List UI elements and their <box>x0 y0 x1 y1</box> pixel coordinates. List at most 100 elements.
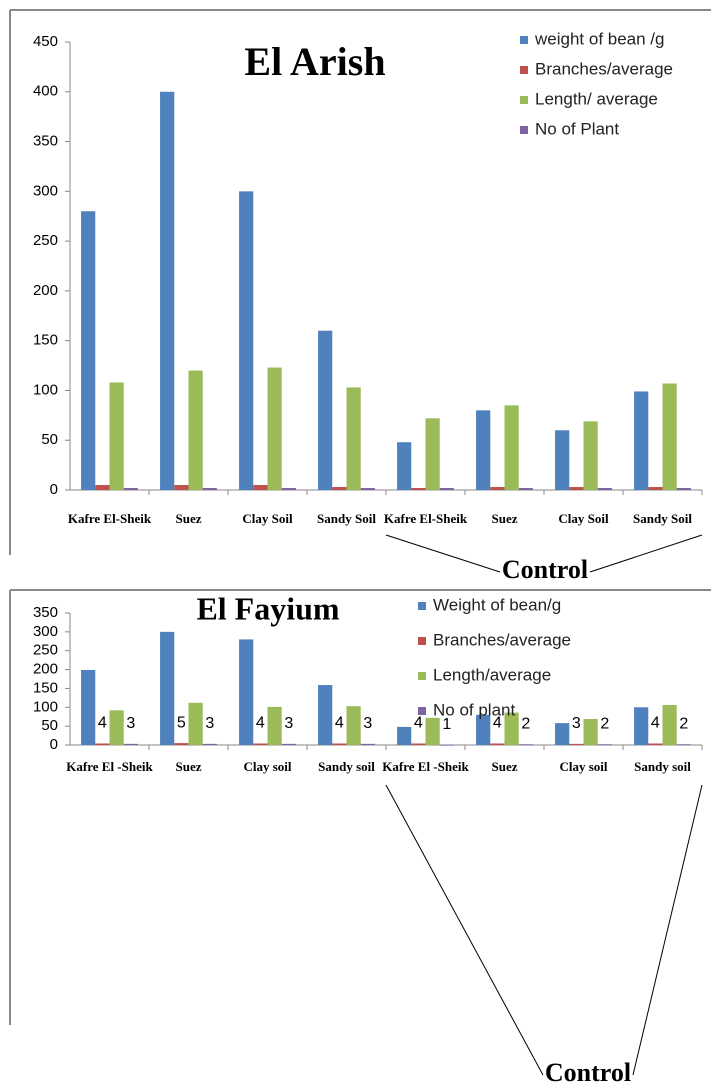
x-tick-label: Sandy Soil <box>317 511 376 526</box>
bar <box>504 405 519 490</box>
x-tick-label: Sandy soil <box>634 759 691 774</box>
bar <box>318 330 333 490</box>
y-tick-label: 300 <box>33 182 58 199</box>
data-label: 2 <box>679 715 688 732</box>
y-tick-label: 350 <box>33 604 58 621</box>
bar <box>202 488 217 490</box>
y-tick-label: 150 <box>33 332 58 349</box>
bar <box>174 743 189 745</box>
x-tick-label: Kafre El -Sheik <box>66 759 153 774</box>
y-tick-label: 400 <box>33 83 58 100</box>
bar <box>397 726 412 745</box>
bar <box>476 714 491 745</box>
annotation-line <box>632 784 703 1076</box>
x-tick-label: Suez <box>176 511 202 526</box>
bar <box>425 717 440 745</box>
bar <box>634 707 649 745</box>
legend-swatch <box>418 637 426 645</box>
legend-swatch <box>418 602 426 610</box>
bar <box>597 744 612 746</box>
chart-title: El Fayium <box>196 590 339 626</box>
x-tick-label: Clay Soil <box>242 511 293 526</box>
bar <box>267 706 282 745</box>
x-tick-label: Clay soil <box>559 759 607 774</box>
bar <box>253 743 268 745</box>
bar <box>109 382 124 490</box>
bar <box>160 631 175 745</box>
bar <box>490 743 505 745</box>
data-label: 3 <box>284 715 293 732</box>
y-tick-label: 250 <box>33 232 58 249</box>
bar <box>202 743 217 745</box>
y-tick-label: 50 <box>41 431 58 448</box>
x-tick-label: Suez <box>176 759 202 774</box>
data-label: 5 <box>177 714 186 731</box>
x-tick-label: Suez <box>492 511 518 526</box>
bar <box>583 421 598 490</box>
y-tick-label: 50 <box>41 717 58 734</box>
data-label: 3 <box>126 715 135 732</box>
data-label: 4 <box>256 715 265 732</box>
bar <box>439 488 454 490</box>
bar <box>332 487 347 490</box>
legend-label: Branches/average <box>433 630 571 649</box>
data-label: 3 <box>572 715 581 732</box>
y-tick-label: 300 <box>33 623 58 640</box>
data-label: 4 <box>98 715 107 732</box>
y-tick-label: 250 <box>33 642 58 659</box>
bar <box>662 383 677 490</box>
bar <box>109 710 124 745</box>
x-tick-label: Kafre El -Sheik <box>382 759 469 774</box>
y-tick-label: 0 <box>50 736 58 753</box>
bar <box>81 211 96 490</box>
bar <box>174 485 189 490</box>
bar <box>676 488 691 490</box>
x-tick-label: Clay soil <box>243 759 291 774</box>
x-tick-label: Sandy Soil <box>633 511 692 526</box>
data-label: 4 <box>335 715 344 732</box>
bar <box>239 639 254 745</box>
bar <box>95 743 110 745</box>
legend-label: Weight of bean/g <box>433 595 561 614</box>
data-label: 4 <box>651 715 660 732</box>
y-tick-label: 0 <box>50 481 58 498</box>
annotation: Control <box>502 555 588 584</box>
bar <box>439 744 454 746</box>
bar <box>569 487 584 490</box>
annotation: Control <box>545 1058 631 1087</box>
bar <box>648 743 663 745</box>
bar <box>360 488 375 490</box>
y-tick-label: 200 <box>33 661 58 678</box>
data-label: 2 <box>600 715 609 732</box>
legend-label: No of plant <box>433 700 515 719</box>
bar <box>267 367 282 490</box>
legend-label: weight of bean /g <box>534 29 664 48</box>
bar <box>555 723 570 745</box>
bar <box>123 488 138 490</box>
legend-swatch <box>520 96 528 104</box>
bar <box>648 487 663 490</box>
bar <box>281 743 296 745</box>
y-tick-label: 200 <box>33 282 58 299</box>
x-tick-label: Clay Soil <box>558 511 609 526</box>
bar <box>160 91 175 491</box>
y-tick-label: 450 <box>33 33 58 50</box>
x-tick-label: Kafre El-Sheik <box>68 511 152 526</box>
bar <box>518 488 533 490</box>
bar <box>253 485 268 490</box>
y-tick-label: 150 <box>33 679 58 696</box>
y-tick-label: 100 <box>33 381 58 398</box>
x-tick-label: Kafre El-Sheik <box>384 511 468 526</box>
legend-swatch <box>418 707 426 715</box>
y-tick-label: 350 <box>33 133 58 150</box>
bar <box>95 485 110 490</box>
bar <box>597 488 612 490</box>
bar <box>662 705 677 745</box>
bar <box>411 488 426 490</box>
legend-swatch <box>520 66 528 74</box>
bar <box>332 743 347 745</box>
bar <box>555 430 570 490</box>
annotation-line <box>589 534 703 573</box>
x-tick-label: Suez <box>492 759 518 774</box>
bar <box>504 712 519 745</box>
